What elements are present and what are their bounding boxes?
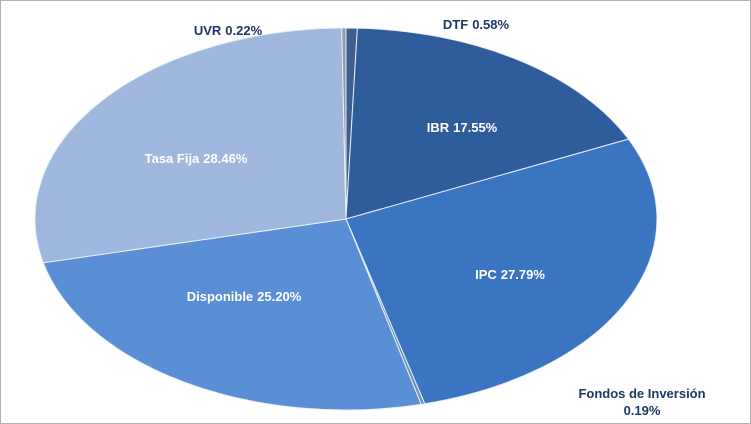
slice-label: IBR 17.55% xyxy=(427,120,498,135)
slice-label: DTF 0.58% xyxy=(443,17,510,32)
slice-name: IBR xyxy=(427,120,450,135)
slice-name: Fondos de Inversión xyxy=(578,386,705,401)
pie-slice xyxy=(345,27,630,220)
slice-value: 0.22% xyxy=(225,23,262,38)
slice-label: Tasa Fija 28.46% xyxy=(145,151,248,166)
pie-slice xyxy=(34,27,347,264)
slice-value: 17.55% xyxy=(453,120,498,135)
slice-label: Fondos de Inversión 0.19% xyxy=(578,386,705,418)
slice-value: 27.79% xyxy=(501,267,546,282)
slice-label: UVR 0.22% xyxy=(194,23,263,38)
slice-value: 25.20% xyxy=(257,289,302,304)
pie-slice xyxy=(345,138,658,405)
pie-slice xyxy=(42,218,422,411)
slice-name: IPC xyxy=(475,267,497,282)
slice-name: Disponible xyxy=(187,289,253,304)
slice-value: 28.46% xyxy=(203,151,248,166)
slice-label: Disponible 25.20% xyxy=(187,289,302,304)
pie-slice xyxy=(341,27,347,220)
slice-label: IPC 27.79% xyxy=(475,267,545,282)
slice-name: UVR xyxy=(194,23,222,38)
slice-name: DTF xyxy=(443,17,468,32)
slice-name: Tasa Fija xyxy=(145,151,200,166)
slice-value: 0.19% xyxy=(624,403,661,418)
slice-value: 0.58% xyxy=(472,17,509,32)
